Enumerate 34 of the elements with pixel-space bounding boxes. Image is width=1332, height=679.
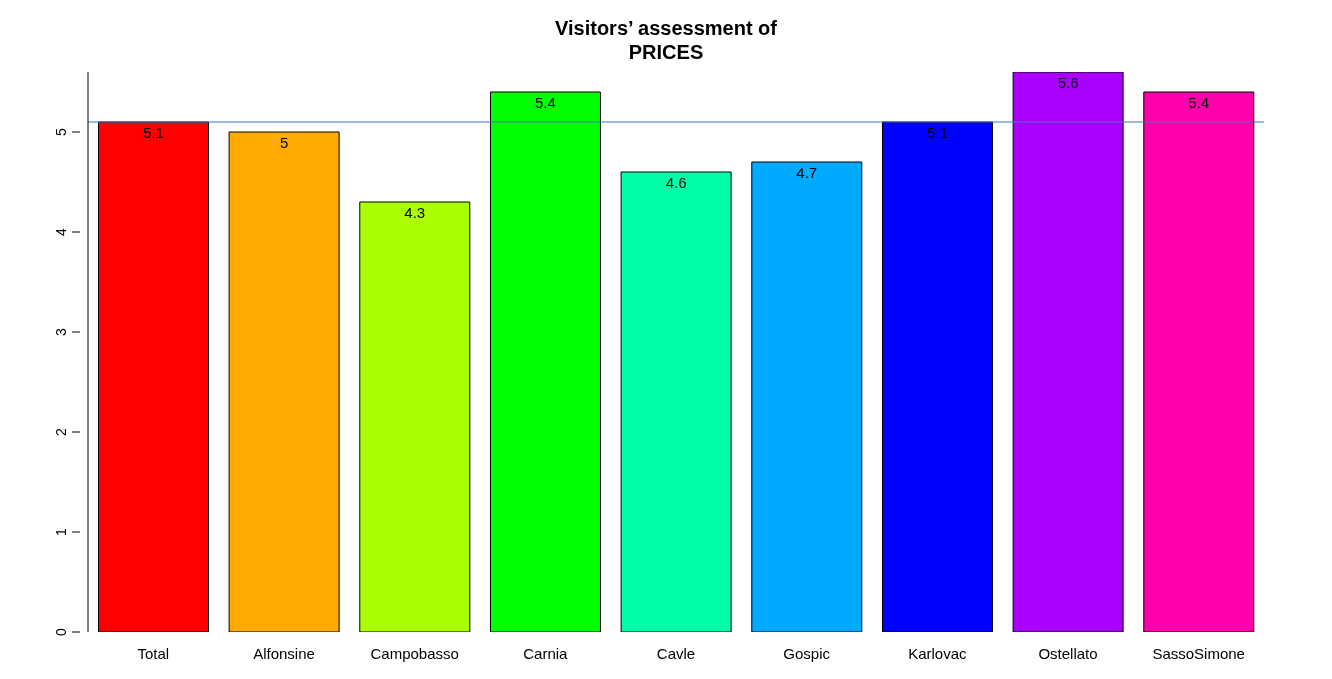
y-tick-label: 4 <box>53 227 69 236</box>
y-tick-label: 0 <box>53 627 69 636</box>
y-tick-label: 5 <box>53 127 69 136</box>
x-tick-label: SassoSimone <box>1152 644 1245 662</box>
x-tick-label: Gospic <box>783 644 831 662</box>
x-tick-label: Campobasso <box>370 644 459 662</box>
data-label: 5.4 <box>1188 93 1210 111</box>
x-tick-label: Alfonsine <box>253 644 315 662</box>
data-label: 4.3 <box>404 203 426 221</box>
bar <box>489 91 601 632</box>
y-tick-label: 1 <box>53 527 69 536</box>
x-tick-label: Carnia <box>523 644 569 662</box>
data-label: 5 <box>279 133 289 151</box>
bar <box>881 121 993 632</box>
data-label: 5.6 <box>1057 73 1079 91</box>
bar <box>97 121 209 632</box>
x-tick-label: Total <box>137 644 170 662</box>
data-label: 5.1 <box>927 123 948 141</box>
data-label: 4.6 <box>665 173 687 191</box>
y-tick-label: 2 <box>53 427 69 436</box>
x-tick-label: Ostellato <box>1038 644 1098 662</box>
x-tick-label: Cavle <box>656 644 696 662</box>
data-label: 5.1 <box>143 123 164 141</box>
bar <box>620 171 732 632</box>
bar <box>751 161 863 632</box>
data-label: 5.4 <box>535 93 556 111</box>
chart-title: Visitors’ assessment of PRICES <box>554 16 778 64</box>
bar <box>228 131 340 632</box>
bar <box>359 201 471 632</box>
bar <box>1012 72 1124 632</box>
bar <box>1143 91 1255 632</box>
x-tick-label: Karlovac <box>908 644 968 662</box>
data-label: 4.7 <box>796 163 818 181</box>
y-tick-label: 3 <box>53 327 69 336</box>
